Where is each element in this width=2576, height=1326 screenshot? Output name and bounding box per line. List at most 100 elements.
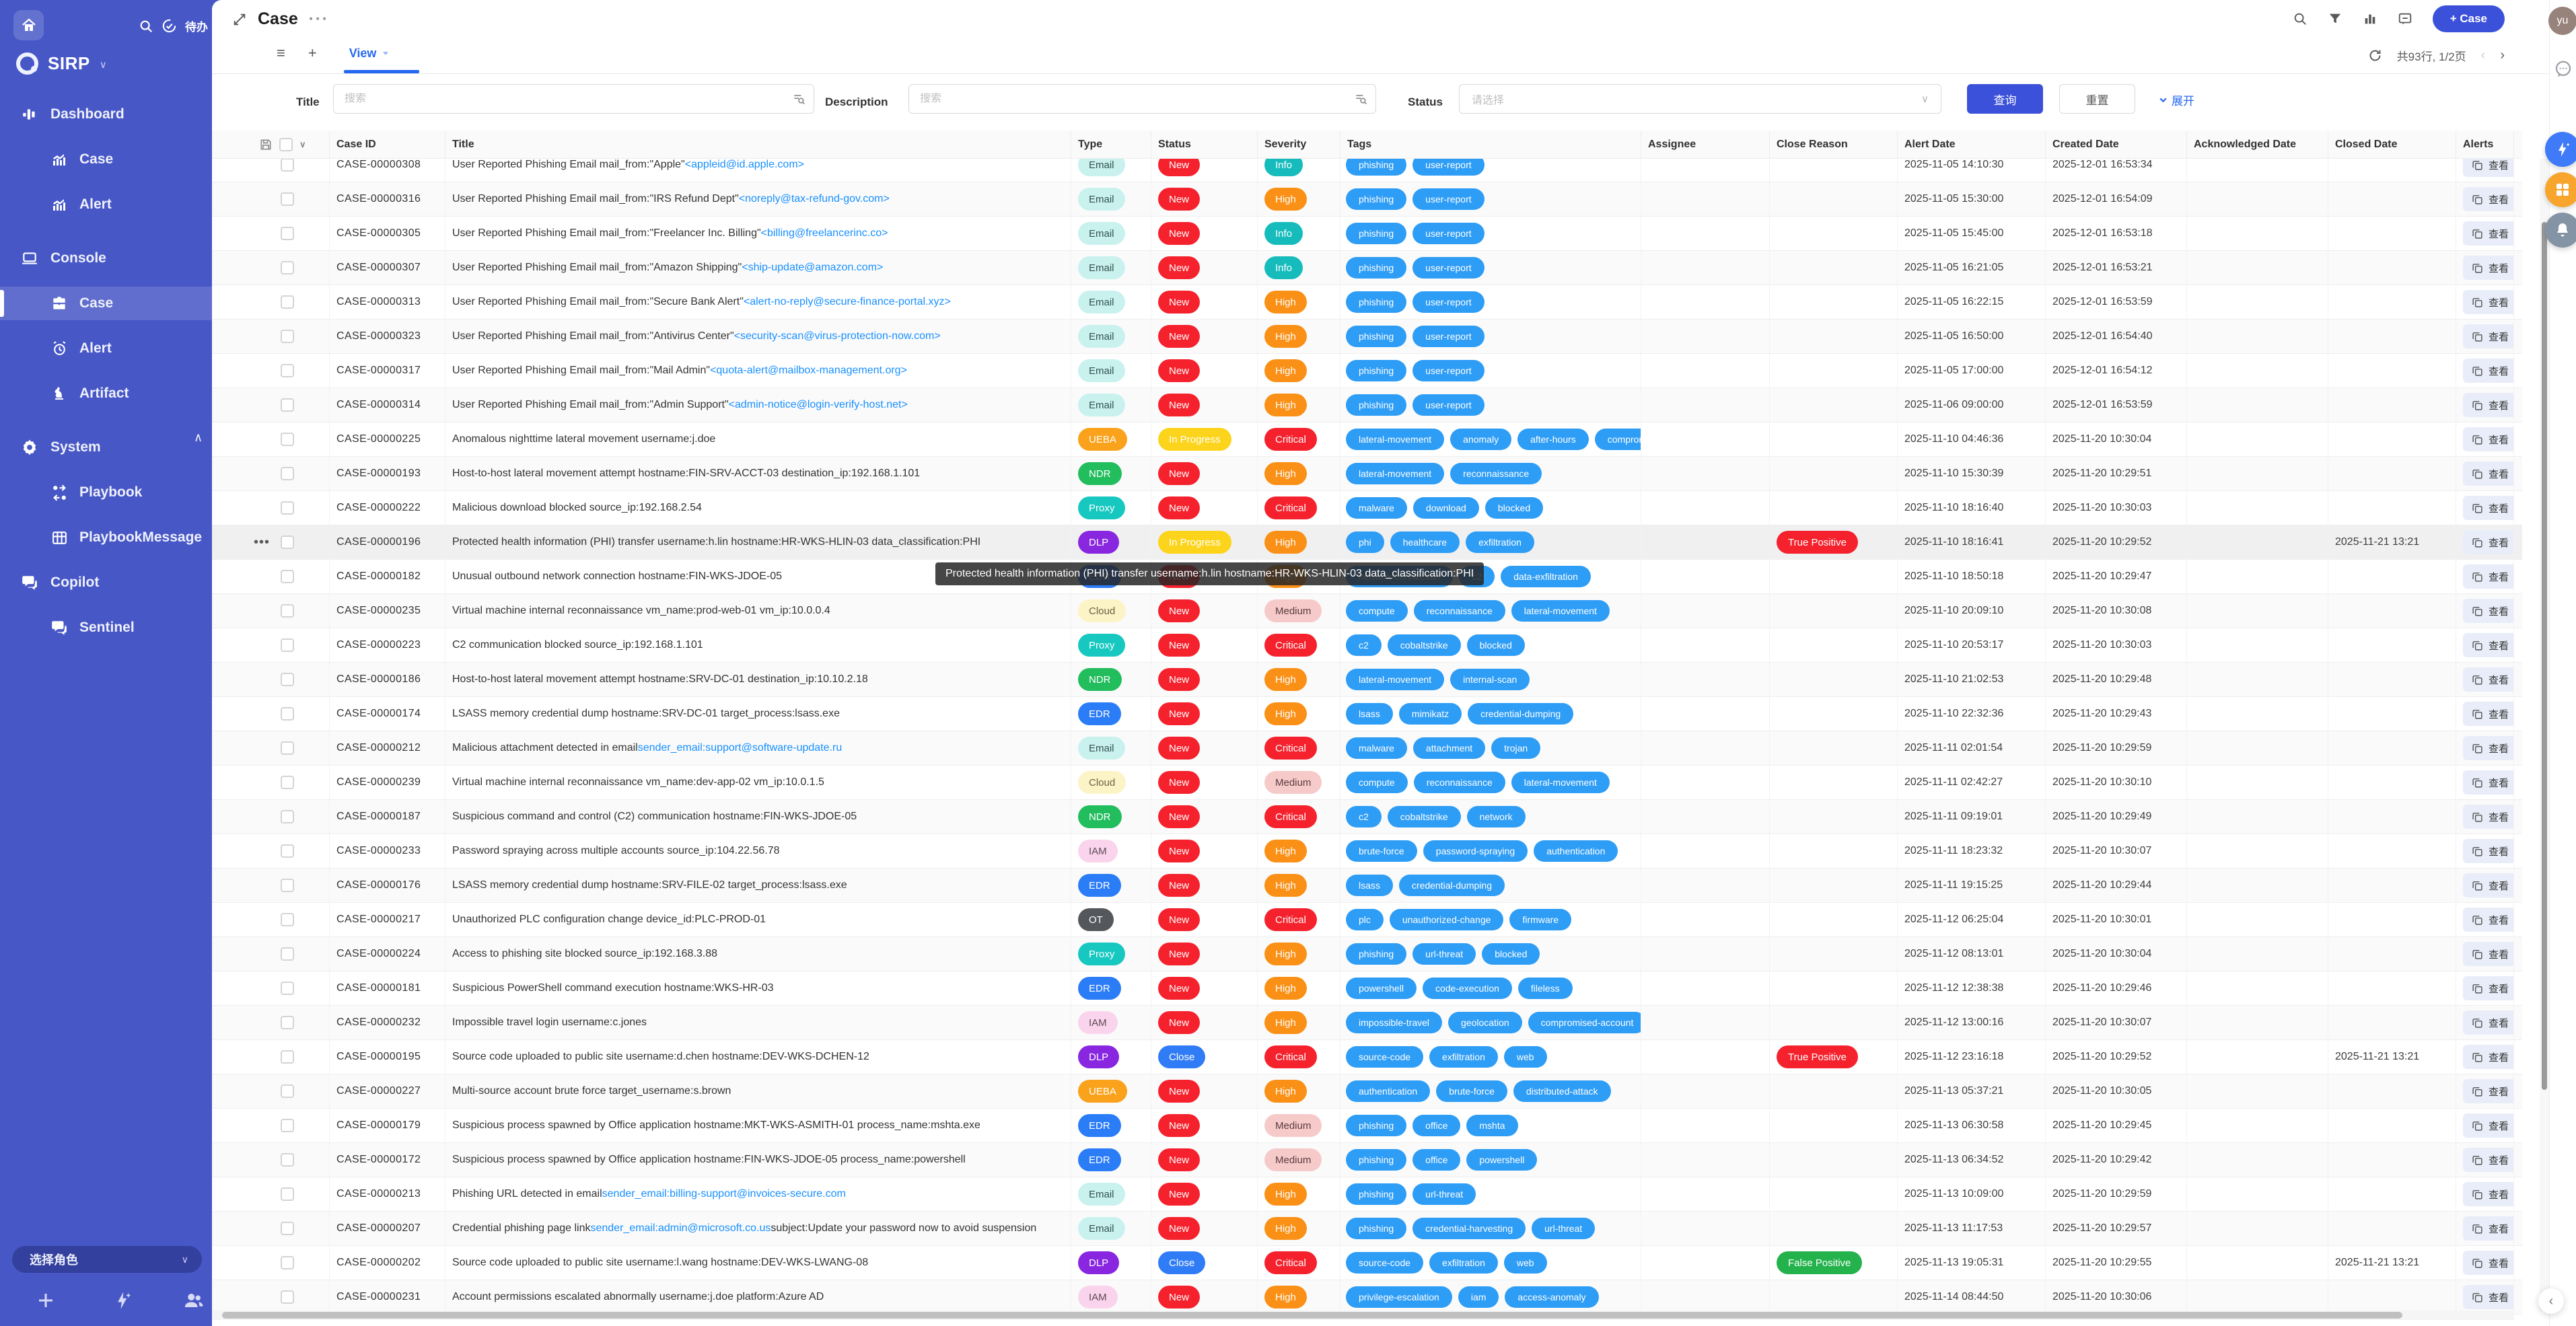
- row-more-icon[interactable]: •••: [254, 534, 271, 550]
- row-checkbox[interactable]: [281, 1222, 294, 1235]
- todo-check-icon[interactable]: [162, 18, 177, 34]
- table-row[interactable]: ••• CASE-00000181 Suspicious PowerShell …: [212, 971, 2522, 1006]
- row-checkbox[interactable]: [281, 159, 294, 172]
- table-row[interactable]: ••• CASE-00000239 Virtual machine intern…: [212, 766, 2522, 800]
- apps-button[interactable]: [2545, 172, 2576, 207]
- view-alerts-link[interactable]: 查看: [2463, 633, 2513, 657]
- view-alerts-link[interactable]: 查看: [2463, 187, 2513, 211]
- view-alerts-link[interactable]: 查看: [2463, 1045, 2513, 1069]
- view-alerts-link[interactable]: 查看: [2463, 159, 2513, 177]
- row-checkbox[interactable]: [281, 982, 294, 995]
- table-row[interactable]: ••• CASE-00000195 Source code uploaded t…: [212, 1040, 2522, 1074]
- view-list-icon[interactable]: ≡: [277, 44, 285, 61]
- row-checkbox[interactable]: [281, 570, 294, 583]
- table-row[interactable]: ••• CASE-00000217 Unauthorized PLC confi…: [212, 903, 2522, 937]
- search-icon[interactable]: [139, 19, 153, 34]
- row-checkbox[interactable]: [281, 1290, 294, 1304]
- feedback-bubble-icon[interactable]: [2553, 59, 2573, 83]
- row-checkbox[interactable]: [281, 1050, 294, 1064]
- table-row[interactable]: ••• CASE-00000176 LSASS memory credentia…: [212, 869, 2522, 903]
- next-page-icon[interactable]: ›: [2500, 48, 2505, 63]
- row-checkbox[interactable]: [281, 673, 294, 686]
- table-row[interactable]: ••• CASE-00000213 Phishing URL detected …: [212, 1177, 2522, 1212]
- table-row[interactable]: ••• CASE-00000305 User Reported Phishing…: [212, 217, 2522, 251]
- view-alerts-link[interactable]: 查看: [2463, 324, 2513, 348]
- row-checkbox[interactable]: [281, 1084, 294, 1098]
- row-checkbox[interactable]: [281, 295, 294, 309]
- row-checkbox[interactable]: [281, 501, 294, 515]
- query-button[interactable]: 查询: [1967, 84, 2043, 114]
- sidebar-section-copilot[interactable]: Copilot: [0, 566, 212, 599]
- view-alerts-link[interactable]: 查看: [2463, 873, 2513, 897]
- table-row[interactable]: ••• CASE-00000187 Suspicious command and…: [212, 800, 2522, 834]
- title-link[interactable]: <billing@freelancerinc.co>: [760, 227, 888, 239]
- table-row[interactable]: ••• CASE-00000314 User Reported Phishing…: [212, 388, 2522, 422]
- row-checkbox[interactable]: [281, 433, 294, 446]
- view-alerts-link[interactable]: 查看: [2463, 599, 2513, 623]
- workspace-switcher[interactable]: SIRP ∨: [16, 52, 107, 75]
- table-row[interactable]: ••• CASE-00000179 Suspicious process spa…: [212, 1109, 2522, 1143]
- refresh-icon[interactable]: [2368, 48, 2382, 63]
- horizontal-scrollbar-thumb[interactable]: [222, 1312, 2402, 1319]
- view-alerts-link[interactable]: 查看: [2463, 908, 2513, 932]
- sidebar-section-console[interactable]: Console: [0, 242, 212, 275]
- sidebar-section-dashboard[interactable]: Dashboard: [0, 98, 212, 131]
- table-row[interactable]: ••• CASE-00000233 Password spraying acro…: [212, 834, 2522, 869]
- view-alerts-link[interactable]: 查看: [2463, 736, 2513, 760]
- view-alerts-link[interactable]: 查看: [2463, 427, 2513, 451]
- table-row[interactable]: ••• CASE-00000186 Host-to-host lateral m…: [212, 663, 2522, 697]
- table-row[interactable]: ••• CASE-00000202 Source code uploaded t…: [212, 1246, 2522, 1280]
- table-row[interactable]: ••• CASE-00000222 Malicious download blo…: [212, 491, 2522, 525]
- sidebar-item-case[interactable]: Case: [0, 143, 212, 176]
- view-alerts-link[interactable]: 查看: [2463, 770, 2513, 795]
- row-checkbox[interactable]: [281, 330, 294, 343]
- row-checkbox[interactable]: [281, 604, 294, 618]
- row-checkbox[interactable]: [281, 1153, 294, 1167]
- collapse-rail-button[interactable]: ‹: [2538, 1288, 2564, 1314]
- row-checkbox[interactable]: [281, 398, 294, 412]
- sparkle-icon[interactable]: [112, 1290, 133, 1311]
- row-checkbox[interactable]: [281, 227, 294, 240]
- vertical-scrollbar-thumb[interactable]: [2542, 222, 2547, 1090]
- table-row[interactable]: ••• CASE-00000193 Host-to-host lateral m…: [212, 457, 2522, 491]
- view-alerts-link[interactable]: 查看: [2463, 1113, 2513, 1138]
- sidebar-section-system[interactable]: System: [0, 431, 212, 464]
- table-row[interactable]: ••• CASE-00000323 User Reported Phishing…: [212, 320, 2522, 354]
- notifications-button[interactable]: [2545, 213, 2576, 248]
- tab-view[interactable]: View: [340, 46, 400, 61]
- view-alerts-link[interactable]: 查看: [2463, 564, 2513, 589]
- expand-filters-link[interactable]: 展开: [2159, 91, 2194, 108]
- row-checkbox[interactable]: [281, 810, 294, 823]
- ai-assistant-button[interactable]: [2545, 132, 2576, 167]
- search-icon[interactable]: [2293, 11, 2307, 26]
- row-checkbox[interactable]: [281, 261, 294, 274]
- title-link[interactable]: <appleid@id.apple.com>: [684, 159, 804, 170]
- view-alerts-link[interactable]: 查看: [2463, 496, 2513, 520]
- sidebar-item-alert[interactable]: Alert: [0, 332, 212, 365]
- row-checkbox[interactable]: [281, 192, 294, 206]
- table-row[interactable]: ••• CASE-00000231 Account permissions es…: [212, 1280, 2522, 1315]
- view-alerts-link[interactable]: 查看: [2463, 359, 2513, 383]
- table-row[interactable]: ••• CASE-00000224 Access to phishing sit…: [212, 937, 2522, 971]
- filter-status-select[interactable]: 请选择 ∨: [1459, 84, 1941, 114]
- table-row[interactable]: ••• CASE-00000308 User Reported Phishing…: [212, 159, 2522, 182]
- filter-title-input[interactable]: [334, 93, 784, 105]
- prev-page-icon[interactable]: ‹: [2480, 48, 2486, 63]
- row-checkbox[interactable]: [281, 741, 294, 755]
- table-row[interactable]: ••• CASE-00000225 Anomalous nighttime la…: [212, 422, 2522, 457]
- row-checkbox[interactable]: [281, 638, 294, 652]
- table-row[interactable]: ••• CASE-00000196 Protected health infor…: [212, 525, 2522, 560]
- title-link[interactable]: <quota-alert@mailbox-management.org>: [710, 365, 907, 376]
- table-row[interactable]: ••• CASE-00000207 Credential phishing pa…: [212, 1212, 2522, 1246]
- reset-button[interactable]: 重置: [2059, 84, 2135, 114]
- select-all-checkbox[interactable]: [279, 137, 293, 151]
- users-icon[interactable]: [184, 1290, 204, 1311]
- row-checkbox[interactable]: [281, 1016, 294, 1029]
- save-view-icon[interactable]: [259, 138, 273, 151]
- add-view-icon[interactable]: +: [308, 44, 317, 61]
- chart-icon[interactable]: [2363, 11, 2377, 26]
- view-alerts-link[interactable]: 查看: [2463, 805, 2513, 829]
- table-row[interactable]: ••• CASE-00000316 User Reported Phishing…: [212, 182, 2522, 217]
- view-alerts-link[interactable]: 查看: [2463, 530, 2513, 554]
- home-button[interactable]: [13, 10, 44, 40]
